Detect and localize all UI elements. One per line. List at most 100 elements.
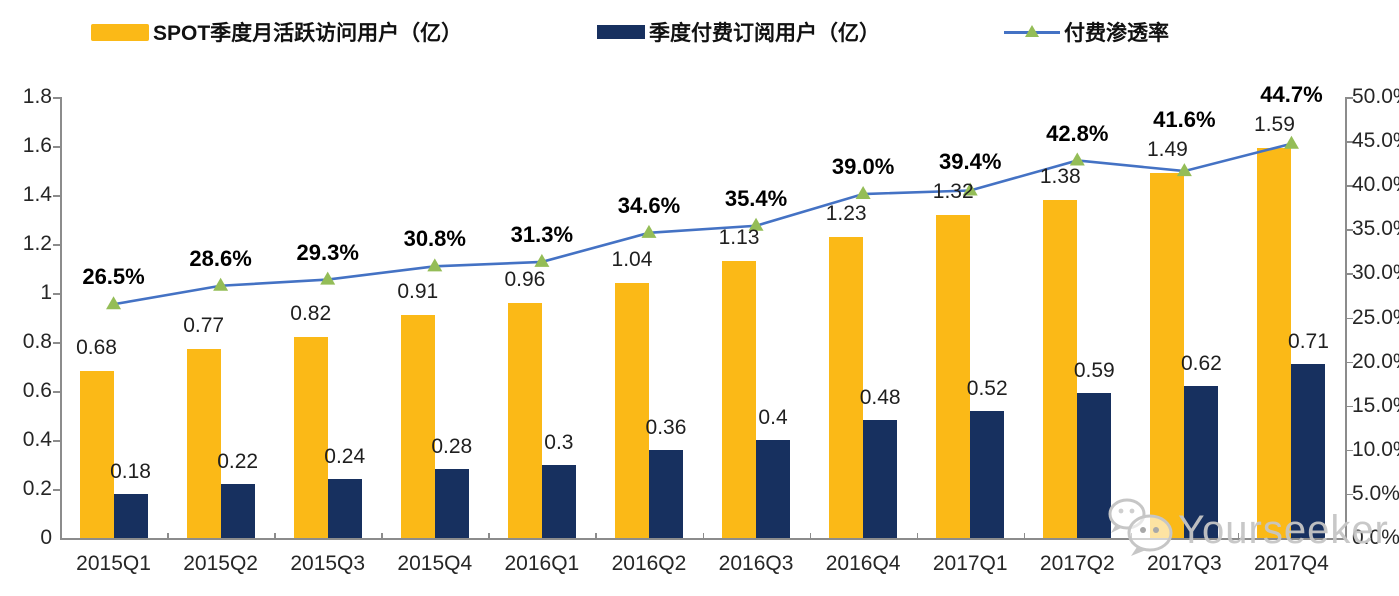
left-axis-label-0.2: 0.2: [22, 477, 52, 500]
bar-subscribers-2016Q4: [863, 420, 898, 538]
bar-mau-2016Q1: [507, 302, 542, 538]
right-axis-label-10.0%: 10.0%: [1352, 437, 1399, 461]
value-label-subscribers-2015Q3: 0.24: [324, 445, 366, 469]
value-label-mau-2015Q4: 0.91: [397, 280, 439, 304]
left-axis-label-0.6: 0.6: [22, 379, 52, 402]
value-label-subscribers-2015Q2: 0.22: [217, 450, 259, 474]
bar-mau-2015Q2: [186, 349, 221, 538]
left-axis-tick: [53, 440, 60, 442]
left-axis-label-1.4: 1.4: [22, 183, 52, 206]
bar-subscribers-2015Q2: [220, 484, 255, 538]
x-axis-tick: [167, 533, 169, 538]
x-axis-label-2016Q2: 2016Q2: [611, 552, 687, 575]
right-axis-label-30.0%: 30.0%: [1352, 261, 1399, 285]
pct-label-penetration-2016Q1: 31.3%: [510, 221, 574, 247]
pct-label-penetration-2017Q3: 41.6%: [1153, 106, 1216, 132]
left-axis-tick: [53, 391, 60, 393]
bar-mau-2016Q4: [829, 236, 864, 538]
bar-subscribers-2017Q3: [1184, 386, 1219, 538]
triangle-marker-2017Q2: [1069, 152, 1085, 166]
value-label-subscribers-2016Q4: 0.48: [859, 386, 901, 410]
value-label-mau-2016Q3: 1.13: [718, 226, 760, 250]
left-axis-label-1.8: 1.8: [22, 85, 52, 108]
x-axis-tick: [488, 533, 490, 538]
value-label-subscribers-2016Q1: 0.3: [544, 430, 574, 454]
left-axis-tick: [53, 244, 60, 246]
x-axis-tick: [809, 533, 812, 538]
value-label-mau-2016Q4: 1.23: [825, 201, 867, 225]
right-axis-label-20.0%: 20.0%: [1352, 349, 1399, 373]
value-label-subscribers-2016Q2: 0.36: [645, 415, 687, 439]
right-axis-tick: [1346, 141, 1353, 143]
right-axis-line: [1345, 97, 1347, 539]
x-axis-tick: [1023, 533, 1026, 538]
x-axis-label-2016Q3: 2016Q3: [718, 552, 794, 575]
left-axis-label-1.2: 1.2: [22, 232, 52, 255]
value-label-mau-2015Q3: 0.82: [290, 302, 332, 326]
legend-item-penetration: 付费渗透率: [1004, 18, 1169, 46]
x-axis-label-2015Q2: 2015Q2: [183, 552, 258, 575]
legend-swatch-mau-bar: [91, 23, 149, 41]
value-label-mau-2016Q2: 1.04: [611, 248, 653, 272]
triangle-marker-2015Q2: [213, 277, 229, 291]
right-axis-label-5.0%: 5.0%: [1352, 481, 1399, 505]
x-axis-label-2015Q3: 2015Q3: [290, 552, 366, 575]
left-axis-tick: [53, 293, 60, 295]
bottom-axis-line: [60, 538, 1347, 540]
value-label-mau-2017Q4: 1.59: [1254, 113, 1295, 137]
left-axis-tick: [53, 195, 60, 197]
right-axis-label-25.0%: 25.0%: [1352, 305, 1399, 329]
legend-label-subscribers: 季度付费订阅用户（亿）: [649, 22, 880, 45]
left-axis-label-0: 0: [40, 526, 52, 549]
left-axis-line: [60, 97, 62, 539]
pct-label-penetration-2017Q1: 39.4%: [939, 148, 1002, 174]
triangle-marker-2015Q4: [427, 258, 443, 272]
legend-label-penetration: 付费渗透率: [1064, 22, 1169, 45]
bar-mau-2015Q4: [400, 315, 435, 538]
triangle-marker-2017Q1: [962, 182, 978, 196]
pct-label-penetration-2016Q2: 34.6%: [617, 192, 681, 218]
value-label-mau-2017Q3: 1.49: [1146, 137, 1188, 161]
value-label-subscribers-2017Q2: 0.59: [1073, 359, 1115, 383]
pct-label-penetration-2016Q3: 35.4%: [724, 185, 788, 211]
triangle-marker-2015Q1: [106, 296, 122, 310]
left-axis-label-1: 1: [40, 281, 52, 304]
x-axis-label-2016Q1: 2016Q1: [504, 552, 580, 575]
wechat-icon: [1108, 498, 1173, 556]
pct-label-penetration-2016Q4: 39.0%: [831, 154, 895, 180]
value-label-mau-2015Q1: 0.68: [76, 336, 117, 360]
triangle-marker-2016Q2: [641, 224, 657, 238]
x-axis-label-2016Q4: 2016Q4: [825, 552, 901, 575]
left-axis-tick: [53, 97, 60, 99]
value-label-subscribers-2017Q1: 0.52: [966, 376, 1008, 400]
value-label-subscribers-2015Q4: 0.28: [431, 435, 473, 459]
left-axis-label-0.8: 0.8: [22, 330, 52, 353]
value-label-subscribers-2017Q4: 0.71: [1288, 330, 1329, 354]
x-axis-label-2015Q1: 2015Q1: [76, 552, 151, 575]
right-axis-tick: [1346, 405, 1353, 408]
bar-mau-2017Q4: [1257, 148, 1292, 538]
triangle-marker-2016Q3: [748, 217, 764, 231]
triangle-marker-2017Q4: [1283, 135, 1299, 149]
right-axis-tick: [1346, 493, 1353, 496]
x-axis-tick: [916, 533, 919, 538]
bar-subscribers-2016Q1: [541, 464, 576, 538]
pct-label-penetration-2015Q3: 29.3%: [296, 239, 359, 265]
value-label-subscribers-2016Q3: 0.4: [758, 406, 788, 429]
pct-label-penetration-2015Q1: 26.5%: [82, 264, 145, 290]
legend-item-subscribers: 季度付费订阅用户（亿）: [597, 18, 880, 46]
right-axis-label-50.0%: 50.0%: [1352, 85, 1399, 108]
triangle-marker-2017Q3: [1176, 163, 1192, 177]
triangle-marker-2015Q3: [320, 271, 336, 285]
watermark-text: Yourseeker: [1178, 507, 1389, 552]
pct-label-penetration-2015Q4: 30.8%: [403, 226, 466, 252]
watermark: Yourseeker: [1104, 496, 1389, 564]
bar-mau-2017Q2: [1043, 199, 1078, 538]
x-axis-tick: [702, 533, 704, 538]
value-label-subscribers-2017Q3: 0.62: [1180, 352, 1222, 376]
bar-subscribers-2017Q4: [1291, 364, 1326, 538]
bar-mau-2016Q3: [722, 261, 757, 538]
triangle-marker-2016Q1: [534, 253, 550, 267]
x-axis-tick: [274, 533, 276, 538]
